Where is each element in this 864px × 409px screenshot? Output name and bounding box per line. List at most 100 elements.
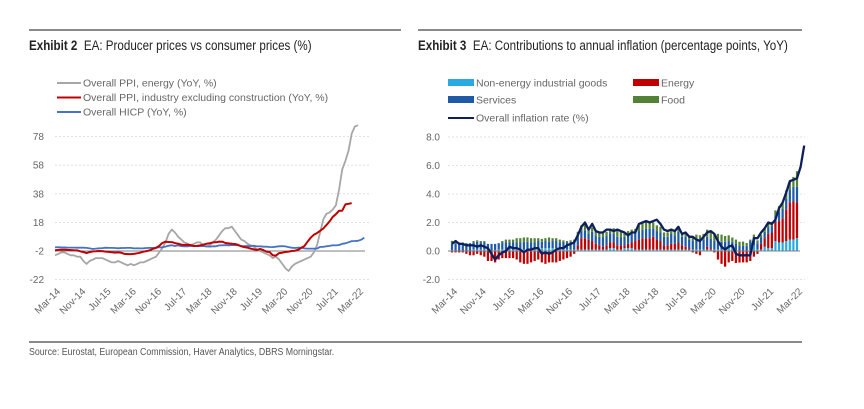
- bar-food: [450, 240, 454, 244]
- bar-services: [504, 242, 508, 250]
- bar-services: [544, 241, 547, 249]
- bar-services: [619, 237, 623, 246]
- bar-energy: [450, 251, 454, 253]
- bar-neig: [659, 249, 662, 251]
- bar-food: [591, 227, 594, 232]
- bar-food: [698, 235, 702, 242]
- bar-neig: [540, 248, 543, 251]
- legend-label: Overall HICP (YoY, %): [83, 107, 187, 119]
- bar-neig: [774, 241, 777, 251]
- bar-food: [763, 228, 766, 232]
- bar-energy: [695, 251, 698, 254]
- legend-label: Overall PPI, energy (YoY, %): [83, 78, 217, 90]
- bar-services: [691, 240, 694, 250]
- bar-food: [727, 235, 730, 242]
- x-tick-label: Nov-20: [285, 286, 316, 317]
- legend-swatch: [633, 96, 659, 103]
- bar-neig: [662, 249, 666, 251]
- x-tick-label: Mar-14: [430, 286, 460, 316]
- bar-neig: [698, 249, 702, 251]
- bar-food: [734, 239, 738, 244]
- bar-neig: [652, 249, 655, 251]
- bar-services: [788, 189, 791, 203]
- bar-energy: [465, 251, 468, 254]
- legend-label: Overall inflation rate (%): [476, 113, 589, 125]
- bar-services: [468, 243, 472, 251]
- x-tick-label: Jul-15: [491, 286, 518, 313]
- bar-energy: [494, 251, 497, 263]
- bar-energy: [555, 251, 558, 263]
- bar-services: [551, 241, 554, 249]
- bar-services: [612, 233, 615, 243]
- bar-services: [637, 231, 640, 240]
- bar-food: [774, 210, 777, 217]
- bar-food: [623, 232, 626, 237]
- bar-energy: [486, 251, 490, 261]
- bar-food: [684, 232, 687, 237]
- bar-energy: [652, 236, 655, 250]
- bar-food: [562, 240, 565, 242]
- bar-services: [547, 241, 551, 249]
- bar-neig: [756, 249, 759, 251]
- bar-services: [587, 233, 590, 240]
- exhibit-2-title: Exhibit 2 EA: Producer prices vs consume…: [29, 38, 312, 53]
- bar-services: [749, 241, 752, 250]
- bar-energy: [472, 251, 475, 256]
- bar-neig: [583, 249, 587, 251]
- bar-services: [785, 198, 788, 210]
- legend-swatch: [633, 79, 659, 86]
- bar-services: [759, 237, 763, 244]
- bar-energy: [551, 251, 554, 263]
- bar-food: [788, 181, 791, 190]
- bar-neig: [759, 249, 763, 251]
- bar-neig: [623, 248, 626, 251]
- bar-neig: [695, 249, 698, 251]
- bar-energy: [609, 242, 612, 249]
- x-tick-label: Mar-20: [260, 286, 290, 316]
- bar-services: [533, 242, 536, 250]
- bar-food: [756, 240, 759, 244]
- bar-neig: [713, 249, 716, 251]
- bar-energy: [580, 238, 583, 250]
- bar-services: [511, 242, 515, 250]
- bar-neig: [788, 239, 791, 251]
- bar-food: [540, 238, 543, 242]
- bar-energy: [519, 251, 522, 263]
- bar-energy: [680, 245, 684, 250]
- bar-services: [490, 243, 493, 252]
- bar-food: [598, 232, 601, 237]
- bar-food: [609, 228, 612, 234]
- bar-neig: [677, 249, 680, 251]
- bar-neig: [795, 238, 799, 251]
- bar-services: [526, 241, 529, 250]
- bar-neig: [569, 249, 572, 251]
- bar-energy: [612, 242, 615, 249]
- top-rule: [29, 29, 401, 31]
- bar-services: [763, 231, 766, 239]
- bar-services: [695, 240, 698, 250]
- bar-food: [501, 241, 504, 243]
- bar-neig: [716, 249, 720, 251]
- bar-neig: [666, 249, 669, 251]
- bar-energy: [655, 239, 658, 250]
- bar-food: [720, 234, 723, 242]
- y-tick-label: -2: [35, 247, 44, 258]
- bar-food: [666, 232, 669, 237]
- x-tick-label: Jul-19: [663, 286, 690, 313]
- bar-energy: [540, 251, 543, 263]
- bar-services: [594, 236, 597, 244]
- bar-services: [706, 236, 709, 247]
- legend-swatch: [448, 96, 474, 103]
- x-tick-label: Nov-16: [134, 286, 165, 317]
- bar-food: [605, 231, 608, 237]
- bar-energy: [713, 251, 716, 253]
- bar-energy: [476, 251, 479, 254]
- bar-services: [461, 243, 464, 252]
- exhibit-3-caption: EA: Contributions to annual inflation (p…: [472, 38, 788, 53]
- bar-neig: [763, 246, 766, 251]
- bar-neig: [673, 249, 676, 251]
- bar-services: [598, 236, 601, 246]
- bar-services: [673, 235, 676, 244]
- bar-neig: [644, 249, 648, 251]
- bar-services: [454, 243, 457, 251]
